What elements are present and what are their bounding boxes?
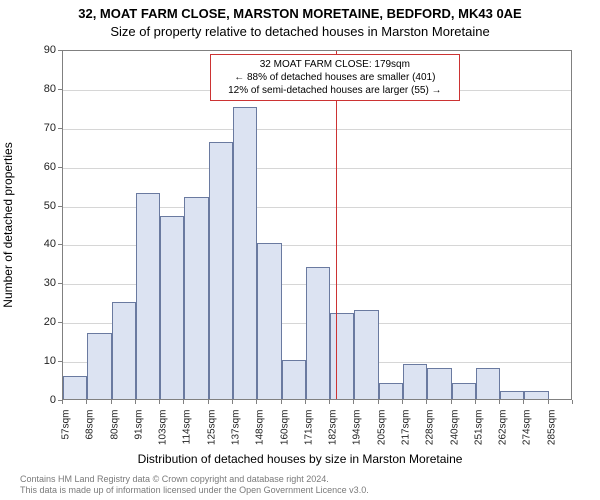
y-tick-mark <box>58 283 62 284</box>
x-tick-label: 217sqm <box>401 410 412 446</box>
x-tick-mark <box>256 400 257 404</box>
x-tick-label: 114sqm <box>182 410 193 445</box>
x-tick-mark <box>329 400 330 404</box>
x-tick-label: 68sqm <box>85 410 96 440</box>
x-tick-label: 194sqm <box>352 410 363 446</box>
y-tick-label: 40 <box>16 238 56 250</box>
x-tick-label: 182sqm <box>328 410 339 446</box>
x-tick-mark <box>402 400 403 404</box>
histogram-bar <box>452 383 476 399</box>
x-tick-label: 103sqm <box>158 410 169 446</box>
x-tick-mark <box>523 400 524 404</box>
x-axis-title: Distribution of detached houses by size … <box>0 452 600 466</box>
y-tick-label: 90 <box>16 44 56 56</box>
histogram-bar <box>112 302 136 399</box>
annotation-line: 32 MOAT FARM CLOSE: 179sqm <box>217 58 453 71</box>
annotation-box: 32 MOAT FARM CLOSE: 179sqm← 88% of detac… <box>210 54 460 101</box>
x-tick-mark <box>135 400 136 404</box>
footer-line-1: Contains HM Land Registry data © Crown c… <box>20 474 369 485</box>
x-tick-label: 251sqm <box>473 410 484 446</box>
y-tick-label: 60 <box>16 161 56 173</box>
y-tick-label: 20 <box>16 316 56 328</box>
y-tick-mark <box>58 244 62 245</box>
footer-line-2: This data is made up of information lice… <box>20 485 369 496</box>
histogram-bar <box>403 364 427 399</box>
x-tick-label: 274sqm <box>522 410 533 446</box>
y-tick-mark <box>58 50 62 51</box>
x-tick-mark <box>353 400 354 404</box>
chart-supertitle: 32, MOAT FARM CLOSE, MARSTON MORETAINE, … <box>0 6 600 21</box>
x-tick-label: 160sqm <box>279 410 290 446</box>
x-tick-label: 57sqm <box>61 410 72 440</box>
histogram-bar <box>63 376 87 399</box>
x-tick-label: 125sqm <box>206 410 217 446</box>
x-tick-mark <box>86 400 87 404</box>
footer-attribution: Contains HM Land Registry data © Crown c… <box>20 474 369 496</box>
x-tick-label: 262sqm <box>498 410 509 446</box>
x-tick-mark <box>111 400 112 404</box>
x-tick-label: 240sqm <box>449 410 460 446</box>
y-tick-label: 80 <box>16 83 56 95</box>
x-tick-mark <box>499 400 500 404</box>
y-tick-mark <box>58 167 62 168</box>
annotation-line: 12% of semi-detached houses are larger (… <box>217 84 453 97</box>
histogram-bar <box>379 383 403 399</box>
y-tick-label: 30 <box>16 277 56 289</box>
histogram-bar <box>500 391 524 399</box>
y-tick-label: 10 <box>16 355 56 367</box>
x-tick-mark <box>305 400 306 404</box>
y-tick-mark <box>58 89 62 90</box>
histogram-bar <box>282 360 306 399</box>
x-tick-label: 171sqm <box>303 410 314 446</box>
plot-area <box>62 50 572 400</box>
gridline <box>63 129 571 130</box>
x-tick-label: 148sqm <box>255 410 266 446</box>
x-tick-label: 80sqm <box>109 410 120 440</box>
y-tick-mark <box>58 128 62 129</box>
x-tick-label: 137sqm <box>231 410 242 446</box>
x-tick-mark <box>232 400 233 404</box>
x-tick-mark <box>62 400 63 404</box>
x-tick-mark <box>159 400 160 404</box>
histogram-bar <box>476 368 500 399</box>
x-tick-mark <box>208 400 209 404</box>
x-tick-mark <box>572 400 573 404</box>
histogram-bar <box>524 391 548 399</box>
x-tick-mark <box>451 400 452 404</box>
y-axis-title: Number of detached properties <box>1 142 15 307</box>
histogram-bar <box>257 243 281 399</box>
x-tick-mark <box>378 400 379 404</box>
x-tick-mark <box>183 400 184 404</box>
annotation-line: ← 88% of detached houses are smaller (40… <box>217 71 453 84</box>
y-tick-label: 0 <box>16 394 56 406</box>
histogram-bar <box>136 193 160 399</box>
x-tick-mark <box>426 400 427 404</box>
histogram-bar <box>87 333 111 399</box>
gridline <box>63 168 571 169</box>
x-tick-label: 285sqm <box>546 410 557 446</box>
histogram-bar <box>354 310 378 399</box>
y-tick-mark <box>58 206 62 207</box>
x-tick-mark <box>281 400 282 404</box>
histogram-bar <box>209 142 233 399</box>
y-tick-label: 70 <box>16 122 56 134</box>
histogram-bar <box>306 267 330 399</box>
y-tick-mark <box>58 361 62 362</box>
property-marker-line <box>336 51 337 399</box>
x-tick-label: 91sqm <box>133 410 144 440</box>
histogram-bar <box>427 368 451 399</box>
histogram-bar <box>184 197 208 399</box>
chart-subtitle: Size of property relative to detached ho… <box>0 24 600 39</box>
x-tick-mark <box>548 400 549 404</box>
histogram-bar <box>233 107 257 399</box>
histogram-bar <box>160 216 184 399</box>
x-tick-label: 205sqm <box>376 410 387 446</box>
y-tick-label: 50 <box>16 200 56 212</box>
x-tick-mark <box>475 400 476 404</box>
histogram-bar <box>330 313 354 399</box>
y-tick-mark <box>58 322 62 323</box>
x-tick-label: 228sqm <box>425 410 436 446</box>
